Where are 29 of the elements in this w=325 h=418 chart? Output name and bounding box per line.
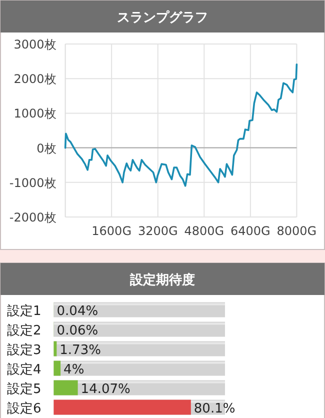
y-tick-label: 設定1 (7, 304, 42, 319)
bar (54, 360, 61, 376)
y-tick-label: 設定3 (7, 342, 42, 358)
y-tick-label: 1000枚 (14, 106, 56, 121)
y-tick-label: 2000枚 (14, 72, 56, 86)
data-label: 4% (64, 362, 84, 378)
y-tick-label: -1000枚 (9, 176, 56, 190)
data-label: 80.1% (194, 401, 236, 416)
x-tick-label: 3200G (138, 224, 178, 238)
y-tick-label: 設定4 (7, 362, 42, 378)
data-label: 1.73% (60, 342, 101, 358)
y-tick-label: 0枚 (36, 141, 56, 156)
data-label: 0.04% (56, 304, 98, 319)
data-label: 14.07% (80, 382, 130, 397)
x-tick-label: 4800G (184, 224, 224, 238)
x-tick-label: 8000G (276, 224, 317, 238)
bar (54, 380, 78, 396)
data-label: 0.06% (56, 323, 98, 338)
y-tick-label: 設定2 (7, 323, 42, 338)
y-tick-label: 3000枚 (14, 38, 56, 52)
x-tick-label: 6400G (230, 224, 270, 238)
x-tick-label: 1600G (92, 224, 132, 238)
line-series (64, 64, 298, 187)
y-tick-label: 設定5 (7, 382, 42, 397)
bar (54, 341, 57, 356)
y-tick-label: -2000枚 (9, 210, 56, 224)
y-tick-label: 設定6 (7, 401, 42, 416)
chart-title: スランプグラフ (117, 10, 208, 26)
chart-title: 設定期待度 (129, 272, 195, 288)
